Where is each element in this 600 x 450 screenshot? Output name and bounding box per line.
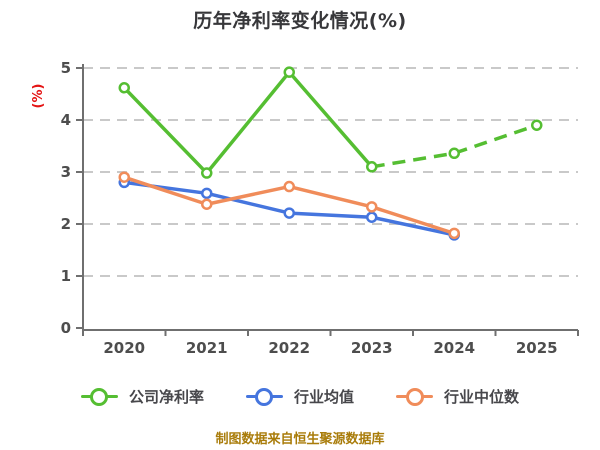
data-point-series-0 <box>531 119 543 131</box>
x-tick-label: 2024 <box>433 339 475 357</box>
legend-marker-industry-mean <box>245 387 283 406</box>
data-point-series-2 <box>118 171 130 183</box>
data-point-series-0 <box>283 66 295 78</box>
legend-marker-company <box>80 387 118 406</box>
x-tick-label: 2021 <box>186 339 228 357</box>
legend-marker-industry-median <box>396 387 433 406</box>
data-point-series-2 <box>201 198 213 210</box>
data-point-series-0 <box>366 161 378 173</box>
data-point-series-1 <box>366 211 378 223</box>
data-point-series-2 <box>283 180 295 193</box>
legend-label-company: 公司净利率 <box>128 388 204 406</box>
legend-label-industry-mean: 行业均值 <box>293 388 354 406</box>
y-tick-label: 2 <box>61 215 71 233</box>
series-line-dashed-0 <box>371 123 538 169</box>
data-point-series-0 <box>201 167 213 179</box>
x-tick-label: 2025 <box>516 339 558 357</box>
legend-item-industry-median: 行业中位数 <box>396 386 519 407</box>
chart-title: 历年净利率变化情况(%) <box>193 10 407 32</box>
x-tick-label: 2022 <box>268 339 310 357</box>
data-point-series-2 <box>448 227 460 240</box>
chart-legend: 公司净利率 行业均值 行业中位数 <box>0 386 600 407</box>
legend-circle-icon <box>255 387 274 406</box>
data-point-series-1 <box>283 207 295 219</box>
legend-circle-icon <box>90 387 109 406</box>
y-tick-label: 5 <box>61 59 71 77</box>
y-tick-label: 1 <box>61 267 71 285</box>
x-tick-label: 2020 <box>103 339 145 357</box>
data-point-series-0 <box>118 82 130 94</box>
y-tick-label: 0 <box>61 319 71 337</box>
y-tick-label: 3 <box>61 163 71 181</box>
legend-item-company: 公司净利率 <box>80 386 204 407</box>
series-line-solid-0 <box>122 70 374 175</box>
legend-label-industry-median: 行业中位数 <box>444 388 520 406</box>
data-point-series-0 <box>448 147 460 160</box>
data-point-series-2 <box>366 201 378 213</box>
legend-item-industry-mean: 行业均值 <box>245 386 354 407</box>
legend-circle-icon <box>405 387 424 406</box>
data-point-series-1 <box>201 187 213 200</box>
y-tick-label: 4 <box>61 111 71 129</box>
x-tick-label: 2023 <box>351 339 393 357</box>
data-source-note: 制图数据来自恒生聚源数据库 <box>215 432 385 447</box>
